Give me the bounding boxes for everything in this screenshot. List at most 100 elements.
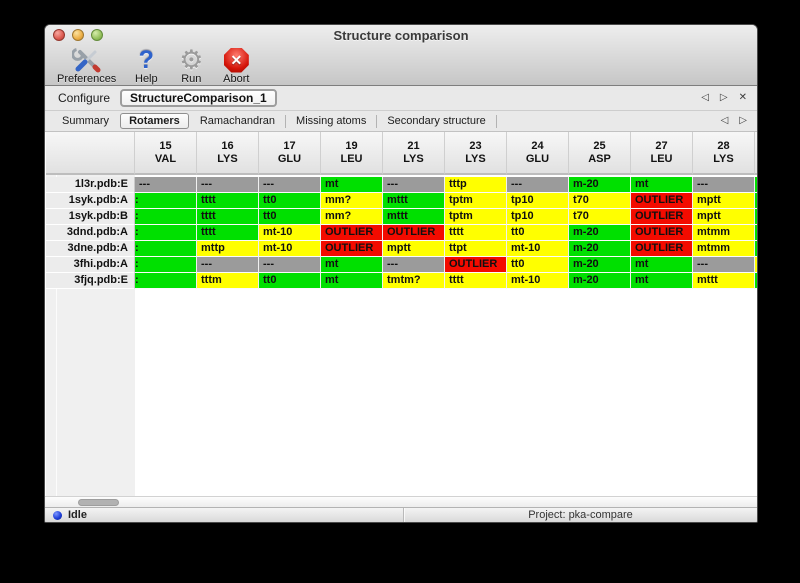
row-label[interactable]: 1syk.pdb:A bbox=[46, 193, 135, 209]
table-cell[interactable]: tttt bbox=[197, 193, 259, 209]
tab-rotamers[interactable]: Rotamers bbox=[120, 113, 189, 129]
table-cell[interactable]: mt bbox=[321, 177, 383, 193]
table-cell[interactable]: OUTLIER bbox=[631, 193, 693, 209]
tabs-scroll-left-icon[interactable]: ◁ bbox=[720, 115, 729, 126]
close-job-icon[interactable]: ✕ bbox=[738, 92, 747, 103]
table-cell[interactable]: m-20 bbox=[569, 273, 631, 289]
titlebar[interactable]: Structure comparison bbox=[45, 25, 757, 45]
table-cell[interactable]: mt bbox=[321, 273, 383, 289]
table-cell[interactable]: mttt bbox=[693, 273, 755, 289]
table-cell[interactable]: mptt bbox=[693, 209, 755, 225]
table-cell[interactable]: OUTLIER bbox=[631, 209, 693, 225]
table-cell[interactable]: t70 bbox=[569, 209, 631, 225]
row-label[interactable]: 3dnd.pdb:A bbox=[46, 225, 135, 241]
table-cell[interactable]: : bbox=[135, 273, 197, 289]
table-cell-overflow[interactable] bbox=[755, 193, 757, 209]
table-cell[interactable]: tttp bbox=[445, 177, 507, 193]
table-cell[interactable]: mt bbox=[631, 273, 693, 289]
table-cell[interactable]: : bbox=[135, 209, 197, 225]
table-cell[interactable]: --- bbox=[383, 257, 445, 273]
tab-secondary-structure[interactable]: Secondary structure bbox=[387, 115, 486, 127]
tab-missing-atoms[interactable]: Missing atoms bbox=[296, 115, 367, 127]
table-cell[interactable]: tttt bbox=[445, 225, 507, 241]
table-cell[interactable]: OUTLIER bbox=[383, 225, 445, 241]
table-cell[interactable]: mt bbox=[631, 177, 693, 193]
table-cell[interactable]: mtmm bbox=[693, 241, 755, 257]
table-cell[interactable]: --- bbox=[693, 177, 755, 193]
table-cell[interactable]: OUTLIER bbox=[321, 225, 383, 241]
table-cell-overflow[interactable] bbox=[755, 225, 757, 241]
table-cell[interactable]: OUTLIER bbox=[445, 257, 507, 273]
table-cell[interactable]: OUTLIER bbox=[321, 241, 383, 257]
table-cell[interactable]: tptm bbox=[445, 209, 507, 225]
table-cell[interactable]: tttt bbox=[197, 225, 259, 241]
horizontal-scrollbar[interactable] bbox=[45, 496, 757, 507]
history-forward-icon[interactable]: ▷ bbox=[719, 92, 728, 103]
job-name-field[interactable]: StructureComparison_1 bbox=[120, 89, 277, 107]
table-cell[interactable]: --- bbox=[197, 257, 259, 273]
horizontal-scrollbar-thumb[interactable] bbox=[78, 499, 119, 506]
table-cell[interactable]: : bbox=[135, 241, 197, 257]
table-cell-overflow[interactable] bbox=[755, 273, 757, 289]
table-cell[interactable]: mm? bbox=[321, 209, 383, 225]
table-cell[interactable]: --- bbox=[693, 257, 755, 273]
table-cell[interactable]: : bbox=[135, 193, 197, 209]
tool-button-preferences[interactable]: Preferences bbox=[57, 47, 116, 85]
table-cell[interactable]: mptt bbox=[383, 241, 445, 257]
row-label[interactable]: 3dne.pdb:A bbox=[46, 241, 135, 257]
table-cell[interactable]: : bbox=[135, 225, 197, 241]
tab-summary[interactable]: Summary bbox=[62, 115, 110, 127]
table-cell[interactable]: mptt bbox=[693, 193, 755, 209]
tab-ramachandran[interactable]: Ramachandran bbox=[199, 115, 276, 127]
table-cell[interactable]: tt0 bbox=[507, 225, 569, 241]
table-cell[interactable]: mttt bbox=[383, 193, 445, 209]
table-cell[interactable]: --- bbox=[507, 177, 569, 193]
zoom-window-button[interactable] bbox=[91, 29, 103, 41]
table-cell[interactable]: tp10 bbox=[507, 209, 569, 225]
close-window-button[interactable] bbox=[53, 29, 65, 41]
table-cell[interactable]: tttm bbox=[197, 273, 259, 289]
table-cell[interactable]: tp10 bbox=[507, 193, 569, 209]
table-cell-overflow[interactable] bbox=[755, 241, 757, 257]
table-cell[interactable]: tttt bbox=[197, 209, 259, 225]
minimize-window-button[interactable] bbox=[72, 29, 84, 41]
table-cell-overflow[interactable] bbox=[755, 257, 757, 273]
table-cell[interactable]: ttpt bbox=[445, 241, 507, 257]
row-label[interactable]: 3fhi.pdb:A bbox=[46, 257, 135, 273]
table-cell[interactable]: mt-10 bbox=[259, 225, 321, 241]
table-cell[interactable]: tt0 bbox=[259, 273, 321, 289]
table-cell[interactable]: tt0 bbox=[259, 193, 321, 209]
table-cell[interactable]: tmtm? bbox=[383, 273, 445, 289]
table-cell[interactable]: mt-10 bbox=[507, 241, 569, 257]
tool-button-help[interactable]: ? Help bbox=[131, 46, 161, 86]
tool-button-run[interactable]: ⚙ Run bbox=[176, 47, 206, 86]
table-cell[interactable]: mt bbox=[321, 257, 383, 273]
row-label[interactable]: 1l3r.pdb:E bbox=[46, 177, 135, 193]
history-back-icon[interactable]: ◁ bbox=[701, 92, 709, 103]
tool-button-abort[interactable]: ✕ Abort bbox=[221, 47, 251, 85]
table-cell[interactable]: OUTLIER bbox=[631, 225, 693, 241]
table-cell[interactable]: : bbox=[135, 257, 197, 273]
table-cell[interactable]: --- bbox=[259, 257, 321, 273]
table-cell[interactable]: tttt bbox=[445, 273, 507, 289]
table-cell[interactable]: --- bbox=[197, 177, 259, 193]
table-cell[interactable]: m-20 bbox=[569, 241, 631, 257]
table-cell[interactable]: mttp bbox=[197, 241, 259, 257]
table-cell[interactable]: t70 bbox=[569, 193, 631, 209]
table-cell[interactable]: --- bbox=[259, 177, 321, 193]
table-cell[interactable]: mt bbox=[631, 257, 693, 273]
table-cell[interactable]: m-20 bbox=[569, 225, 631, 241]
table-cell[interactable]: m-20 bbox=[569, 257, 631, 273]
table-cell[interactable]: --- bbox=[135, 177, 197, 193]
table-cell[interactable]: mm? bbox=[321, 193, 383, 209]
table-cell[interactable]: OUTLIER bbox=[631, 241, 693, 257]
row-label[interactable]: 1syk.pdb:B bbox=[46, 209, 135, 225]
table-cell[interactable]: --- bbox=[383, 177, 445, 193]
table-cell[interactable]: m-20 bbox=[569, 177, 631, 193]
tabs-scroll-right-icon[interactable]: ▷ bbox=[739, 115, 747, 126]
table-cell-overflow[interactable] bbox=[755, 209, 757, 225]
table-cell[interactable]: tptm bbox=[445, 193, 507, 209]
table-cell[interactable]: mtmm bbox=[693, 225, 755, 241]
table-cell-overflow[interactable] bbox=[755, 177, 757, 193]
table-cell[interactable]: tt0 bbox=[507, 257, 569, 273]
